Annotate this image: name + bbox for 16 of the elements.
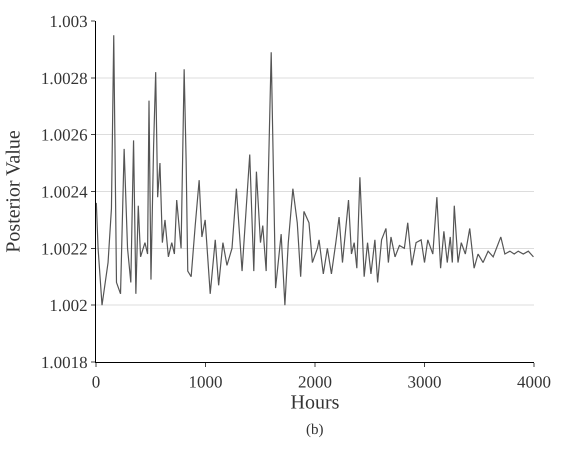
- y-axis-title: Posterior Value: [2, 130, 24, 253]
- x-tick-label: 4000: [517, 372, 551, 392]
- x-tick-label: 3000: [408, 372, 442, 392]
- y-tick-label: 1.0018: [40, 352, 88, 372]
- y-tick-label: 1.0028: [40, 68, 88, 88]
- y-tick-label: 1.0022: [40, 239, 88, 258]
- x-tick-label: 2000: [298, 372, 332, 392]
- y-tick-label: 1.003: [49, 12, 88, 31]
- line-series: [96, 34, 534, 306]
- y-tick-label: 1.0024: [40, 182, 88, 202]
- x-axis-title: Hours: [290, 391, 340, 414]
- y-tick-label: 1.002: [49, 296, 88, 316]
- text: (b): [306, 422, 324, 438]
- x-tick-label: 1000: [188, 372, 222, 392]
- y-tick-label: 1.0026: [40, 126, 88, 145]
- x-tick-label: 0: [92, 372, 100, 392]
